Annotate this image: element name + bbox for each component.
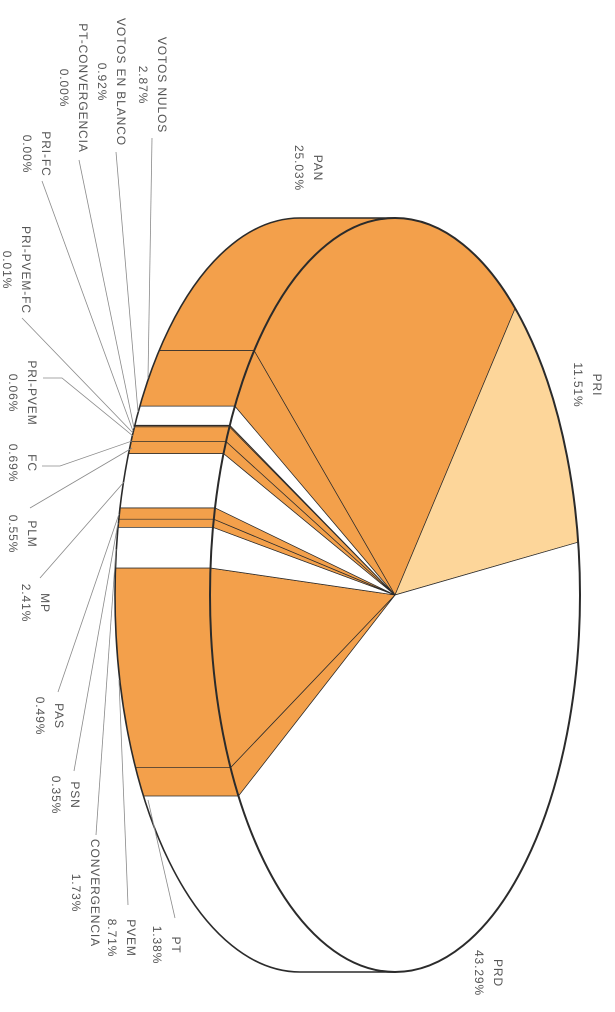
label-pt-value: 1.38% — [150, 926, 164, 965]
label-pvem-value: 8.71% — [105, 919, 119, 958]
label-pt-convergencia-value: 0.00% — [57, 69, 71, 108]
leader-line-fc — [42, 440, 133, 467]
leader-line-pt-convergencia — [78, 159, 135, 429]
label-pri: PRI 11.51% — [571, 362, 604, 407]
label-pri-pvem-value: 0.06% — [6, 374, 20, 413]
pie-top-rim — [209, 217, 581, 973]
pie-side-wall — [114, 217, 396, 973]
leader-line-pri-pvem — [43, 377, 134, 437]
label-pvem: PVEM 8.71% — [105, 919, 138, 958]
label-mp-value: 2.41% — [19, 584, 33, 623]
label-pri-fc-value: 0.00% — [20, 135, 34, 174]
pie-side-fc — [130, 426, 230, 442]
label-pan: PAN 25.03% — [292, 145, 325, 191]
leader-line-plm — [29, 447, 133, 509]
label-psn-value: 0.35% — [49, 776, 63, 815]
label-votos-nulos-value: 2.87% — [136, 66, 150, 105]
label-pas-name: PAS — [52, 703, 66, 729]
label-fc-value: 0.69% — [6, 444, 20, 483]
pie-side-plm — [128, 441, 227, 454]
label-pri-fc: PRI-FC 0.00% — [20, 131, 53, 176]
label-pri-name: PRI — [590, 374, 604, 397]
leader-line-pas — [57, 513, 120, 693]
label-pri-fc-name: PRI-FC — [39, 131, 53, 176]
slice-labels: PAN 25.03% PRI 11.51% PRD 43.29% PT 1.38… — [0, 18, 604, 996]
label-prd-name: PRD — [491, 959, 505, 987]
label-pri-pvem-fc: PRI-PVEM-FC 0.01% — [0, 226, 33, 314]
label-pri-pvem: PRI-PVEM 0.06% — [6, 360, 39, 425]
label-psn-name: PSN — [68, 781, 82, 808]
leader-line-convergencia — [95, 548, 117, 836]
label-plm-name: PLM — [25, 520, 39, 547]
leader-line-psn — [73, 522, 119, 772]
label-pri-pvem-fc-value: 0.01% — [0, 251, 14, 290]
label-votos-en-blanco-value: 0.92% — [95, 63, 109, 102]
label-votos-nulos: VOTOS NULOS 2.87% — [136, 37, 169, 133]
label-prd: PRD 43.29% — [472, 950, 505, 996]
pie-top-face — [209, 217, 581, 973]
label-pt-convergencia-name: PT-CONVERGENCIA — [76, 23, 90, 153]
label-mp-name: MP — [38, 593, 52, 613]
label-pas: PAS 0.49% — [33, 697, 66, 736]
pie-side-psn — [117, 518, 215, 528]
label-pan-name: PAN — [311, 155, 325, 181]
label-convergencia-value: 1.73% — [69, 874, 83, 913]
label-pt-convergencia: PT-CONVERGENCIA 0.00% — [57, 23, 90, 153]
leader-line-votos-nulos — [147, 137, 153, 379]
label-pri-pvem-fc-name: PRI-PVEM-FC — [19, 226, 33, 314]
pie-side-pas — [118, 507, 216, 520]
label-votos-en-blanco-name: VOTOS EN BLANCO — [114, 18, 128, 146]
label-pvem-name: PVEM — [124, 919, 138, 957]
label-fc-name: FC — [25, 454, 39, 472]
leader-line-votos-en-blanco — [115, 151, 139, 413]
pie-side-pt — [135, 767, 239, 797]
label-votos-nulos-name: VOTOS NULOS — [155, 37, 169, 133]
label-pas-value: 0.49% — [33, 697, 47, 736]
pie-side-mp — [119, 453, 224, 509]
label-convergencia-name: CONVERGENCIA — [88, 839, 102, 947]
pie-side-convergencia — [115, 526, 214, 569]
label-pan-value: 25.03% — [292, 145, 306, 191]
leader-line-pvem — [118, 679, 129, 906]
label-pri-pvem-name: PRI-PVEM — [25, 360, 39, 425]
label-plm-value: 0.55% — [6, 515, 20, 554]
leader-lines — [21, 137, 176, 919]
leader-line-pt — [147, 799, 176, 919]
label-pri-value: 11.51% — [571, 362, 585, 407]
label-mp: MP 2.41% — [19, 584, 52, 623]
label-fc: FC 0.69% — [6, 444, 39, 483]
label-prd-value: 43.29% — [472, 950, 486, 996]
pie-outline — [114, 217, 581, 973]
leader-line-mp — [39, 481, 125, 579]
pie-side-votos-en-blanco — [134, 405, 236, 426]
label-plm: PLM 0.55% — [6, 515, 39, 554]
label-psn: PSN 0.35% — [49, 776, 82, 815]
label-pt-name: PT — [169, 936, 183, 953]
pie-silhouette — [114, 217, 395, 973]
label-convergencia: CONVERGENCIA 1.73% — [69, 839, 102, 947]
label-votos-en-blanco: VOTOS EN BLANCO 0.92% — [95, 18, 128, 146]
leader-line-pri-pvem-fc — [21, 317, 134, 434]
label-pt: PT 1.38% — [150, 926, 183, 965]
leader-line-pri-fc — [41, 180, 134, 432]
